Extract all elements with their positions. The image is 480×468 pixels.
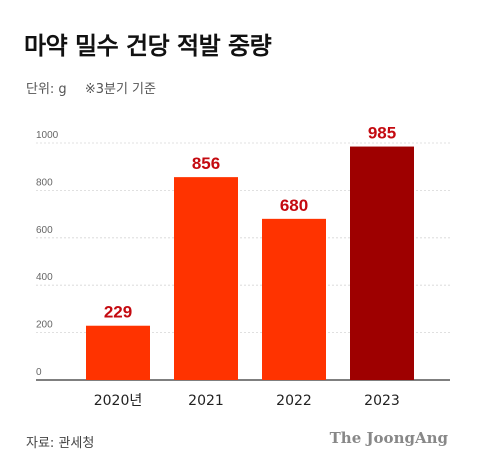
category-label: 2021 — [188, 393, 224, 409]
category-label: 2023 — [364, 393, 400, 409]
category-label: 2020년 — [94, 393, 143, 409]
bar-2022 — [262, 218, 326, 380]
data-label: 985 — [368, 124, 396, 143]
data-label: 229 — [104, 303, 132, 322]
bar-2020년 — [86, 325, 150, 380]
chart-subtitle: 단위: g ※3분기 기준 — [26, 78, 156, 97]
chart-title: 마약 밀수 건당 적발 중량 — [24, 32, 272, 60]
bar-2021 — [174, 177, 238, 380]
y-tick-label: 800 — [36, 177, 53, 188]
y-tick-label: 200 — [36, 320, 53, 331]
data-label: 680 — [280, 196, 308, 215]
category-label: 2022 — [276, 393, 312, 409]
labels: 0 200 400 600 800 1000 229 2020년 856 2021 680 2022 9… — [36, 124, 400, 409]
basis-note: ※3분기 기준 — [84, 82, 156, 97]
source-label: 자료: 관세청 — [26, 436, 95, 451]
y-tick-label: 600 — [36, 225, 53, 236]
y-tick-label: 0 — [36, 367, 42, 378]
bar-2023 — [350, 146, 414, 380]
brand-logo: The JoongAng — [329, 429, 448, 447]
y-tick-label: 400 — [36, 272, 53, 283]
unit-label: 단위: g — [26, 82, 67, 97]
y-tick-label: 1000 — [36, 130, 59, 141]
bars — [86, 146, 414, 380]
data-label: 856 — [192, 154, 220, 173]
